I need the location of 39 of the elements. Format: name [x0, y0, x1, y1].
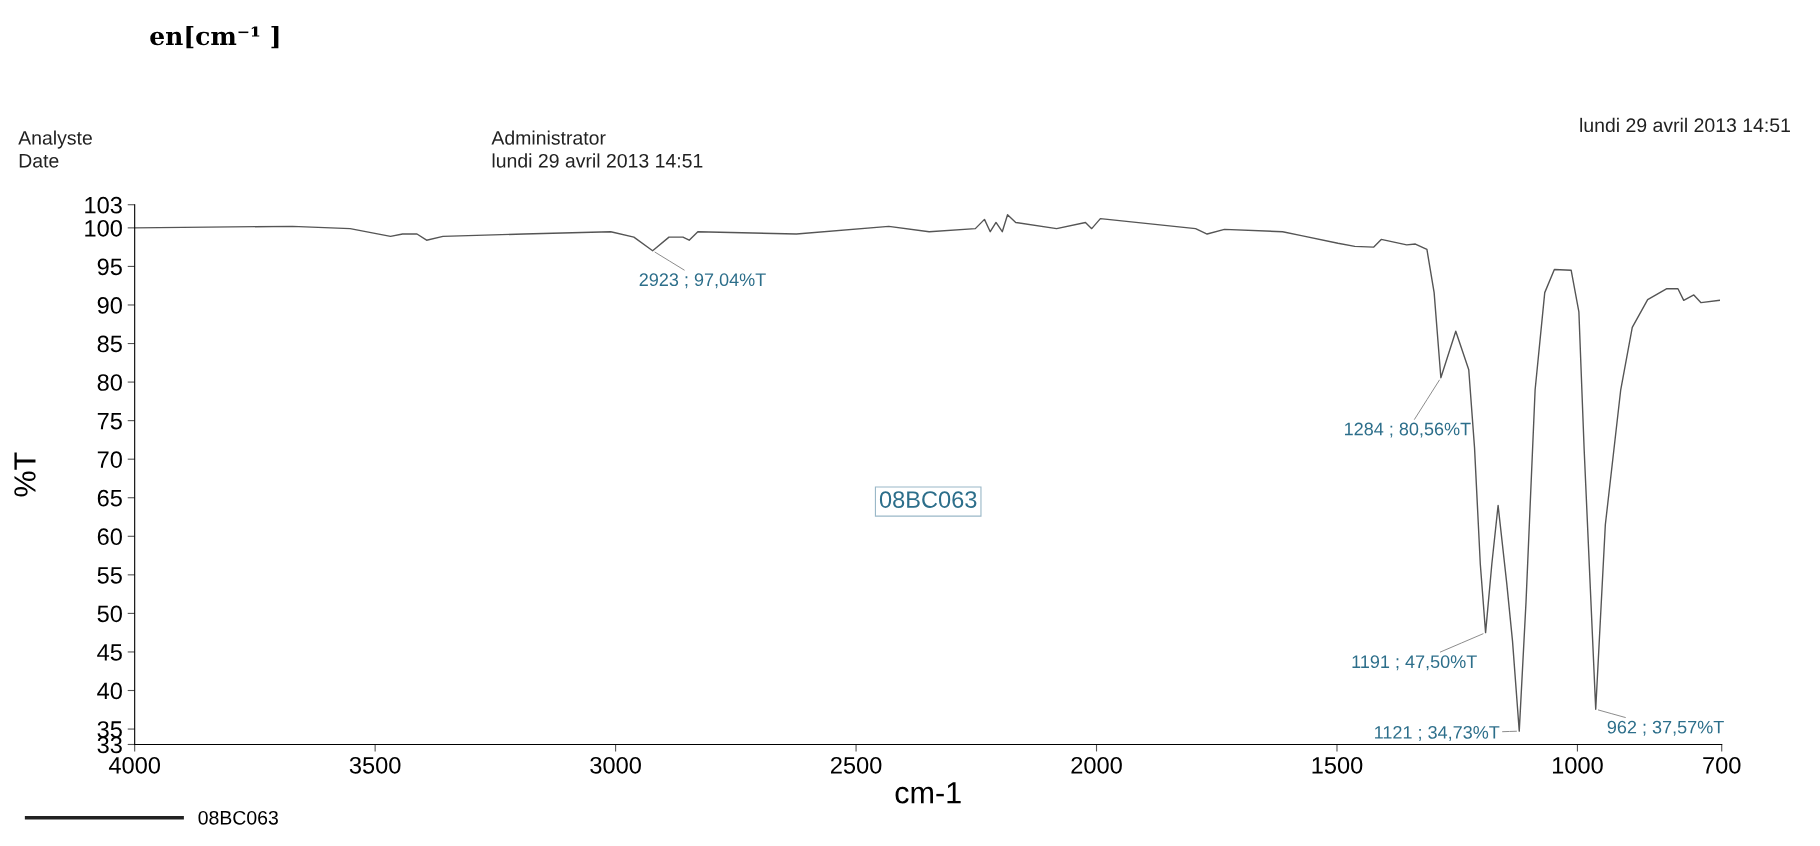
x-tick-label: 4000 — [108, 756, 161, 774]
text: Analyste — [18, 130, 92, 149]
y-tick-label: 90 — [97, 297, 122, 314]
x-tick-label: 3500 — [349, 756, 401, 774]
annotation: 962 ; 37,57%T — [1607, 720, 1724, 736]
text: Administrator — [491, 130, 606, 145]
x-tick-label: 3000 — [590, 756, 641, 774]
x-tick-label: 2500 — [830, 756, 882, 774]
y-tick-label: 65 — [97, 489, 122, 507]
y-tick-label: 70 — [97, 451, 122, 468]
y-tick-label: 45 — [97, 644, 122, 661]
x-tick-label: 1500 — [1312, 756, 1363, 774]
y-tick-label: 50 — [97, 605, 122, 623]
y-tick-label: 80 — [97, 374, 122, 391]
text: Date — [19, 154, 59, 168]
y-tick-label: 100 — [85, 219, 122, 237]
text: 08BC063 — [198, 810, 278, 825]
annotation: 1284 ; 80,56%T — [1345, 422, 1471, 438]
x-tick-label: 1000 — [1552, 756, 1603, 774]
y-axis-title: %T — [14, 452, 36, 497]
y-tick-label: 33 — [97, 736, 122, 754]
annotation: 1121 ; 34,73%T — [1375, 725, 1500, 741]
text: lundi 29 avril 2013 14:51 — [492, 153, 703, 168]
text: lundi 29 avril 2013 14:51 — [1580, 117, 1790, 133]
chart-title: en[cm⁻¹ ] — [150, 25, 279, 49]
x-tick-label: 700 — [1703, 756, 1741, 774]
y-tick-label: 35 — [97, 721, 122, 738]
y-tick-label: 85 — [97, 335, 122, 353]
y-tick-label: 55 — [97, 567, 122, 584]
y-tick-label: 103 — [85, 196, 122, 214]
y-tick-label: 60 — [97, 528, 122, 546]
y-tick-label: 40 — [97, 682, 122, 700]
y-tick-label: 95 — [97, 258, 122, 276]
x-tick-label: 2000 — [1071, 756, 1122, 774]
y-tick-label: 75 — [97, 412, 122, 430]
annotation: 1191 ; 47,50%T — [1352, 655, 1477, 671]
x-axis-title: cm-1 — [895, 782, 961, 804]
annotation: 08BC063 — [879, 491, 977, 508]
annotation: 2923 ; 97,04%T — [639, 273, 766, 289]
